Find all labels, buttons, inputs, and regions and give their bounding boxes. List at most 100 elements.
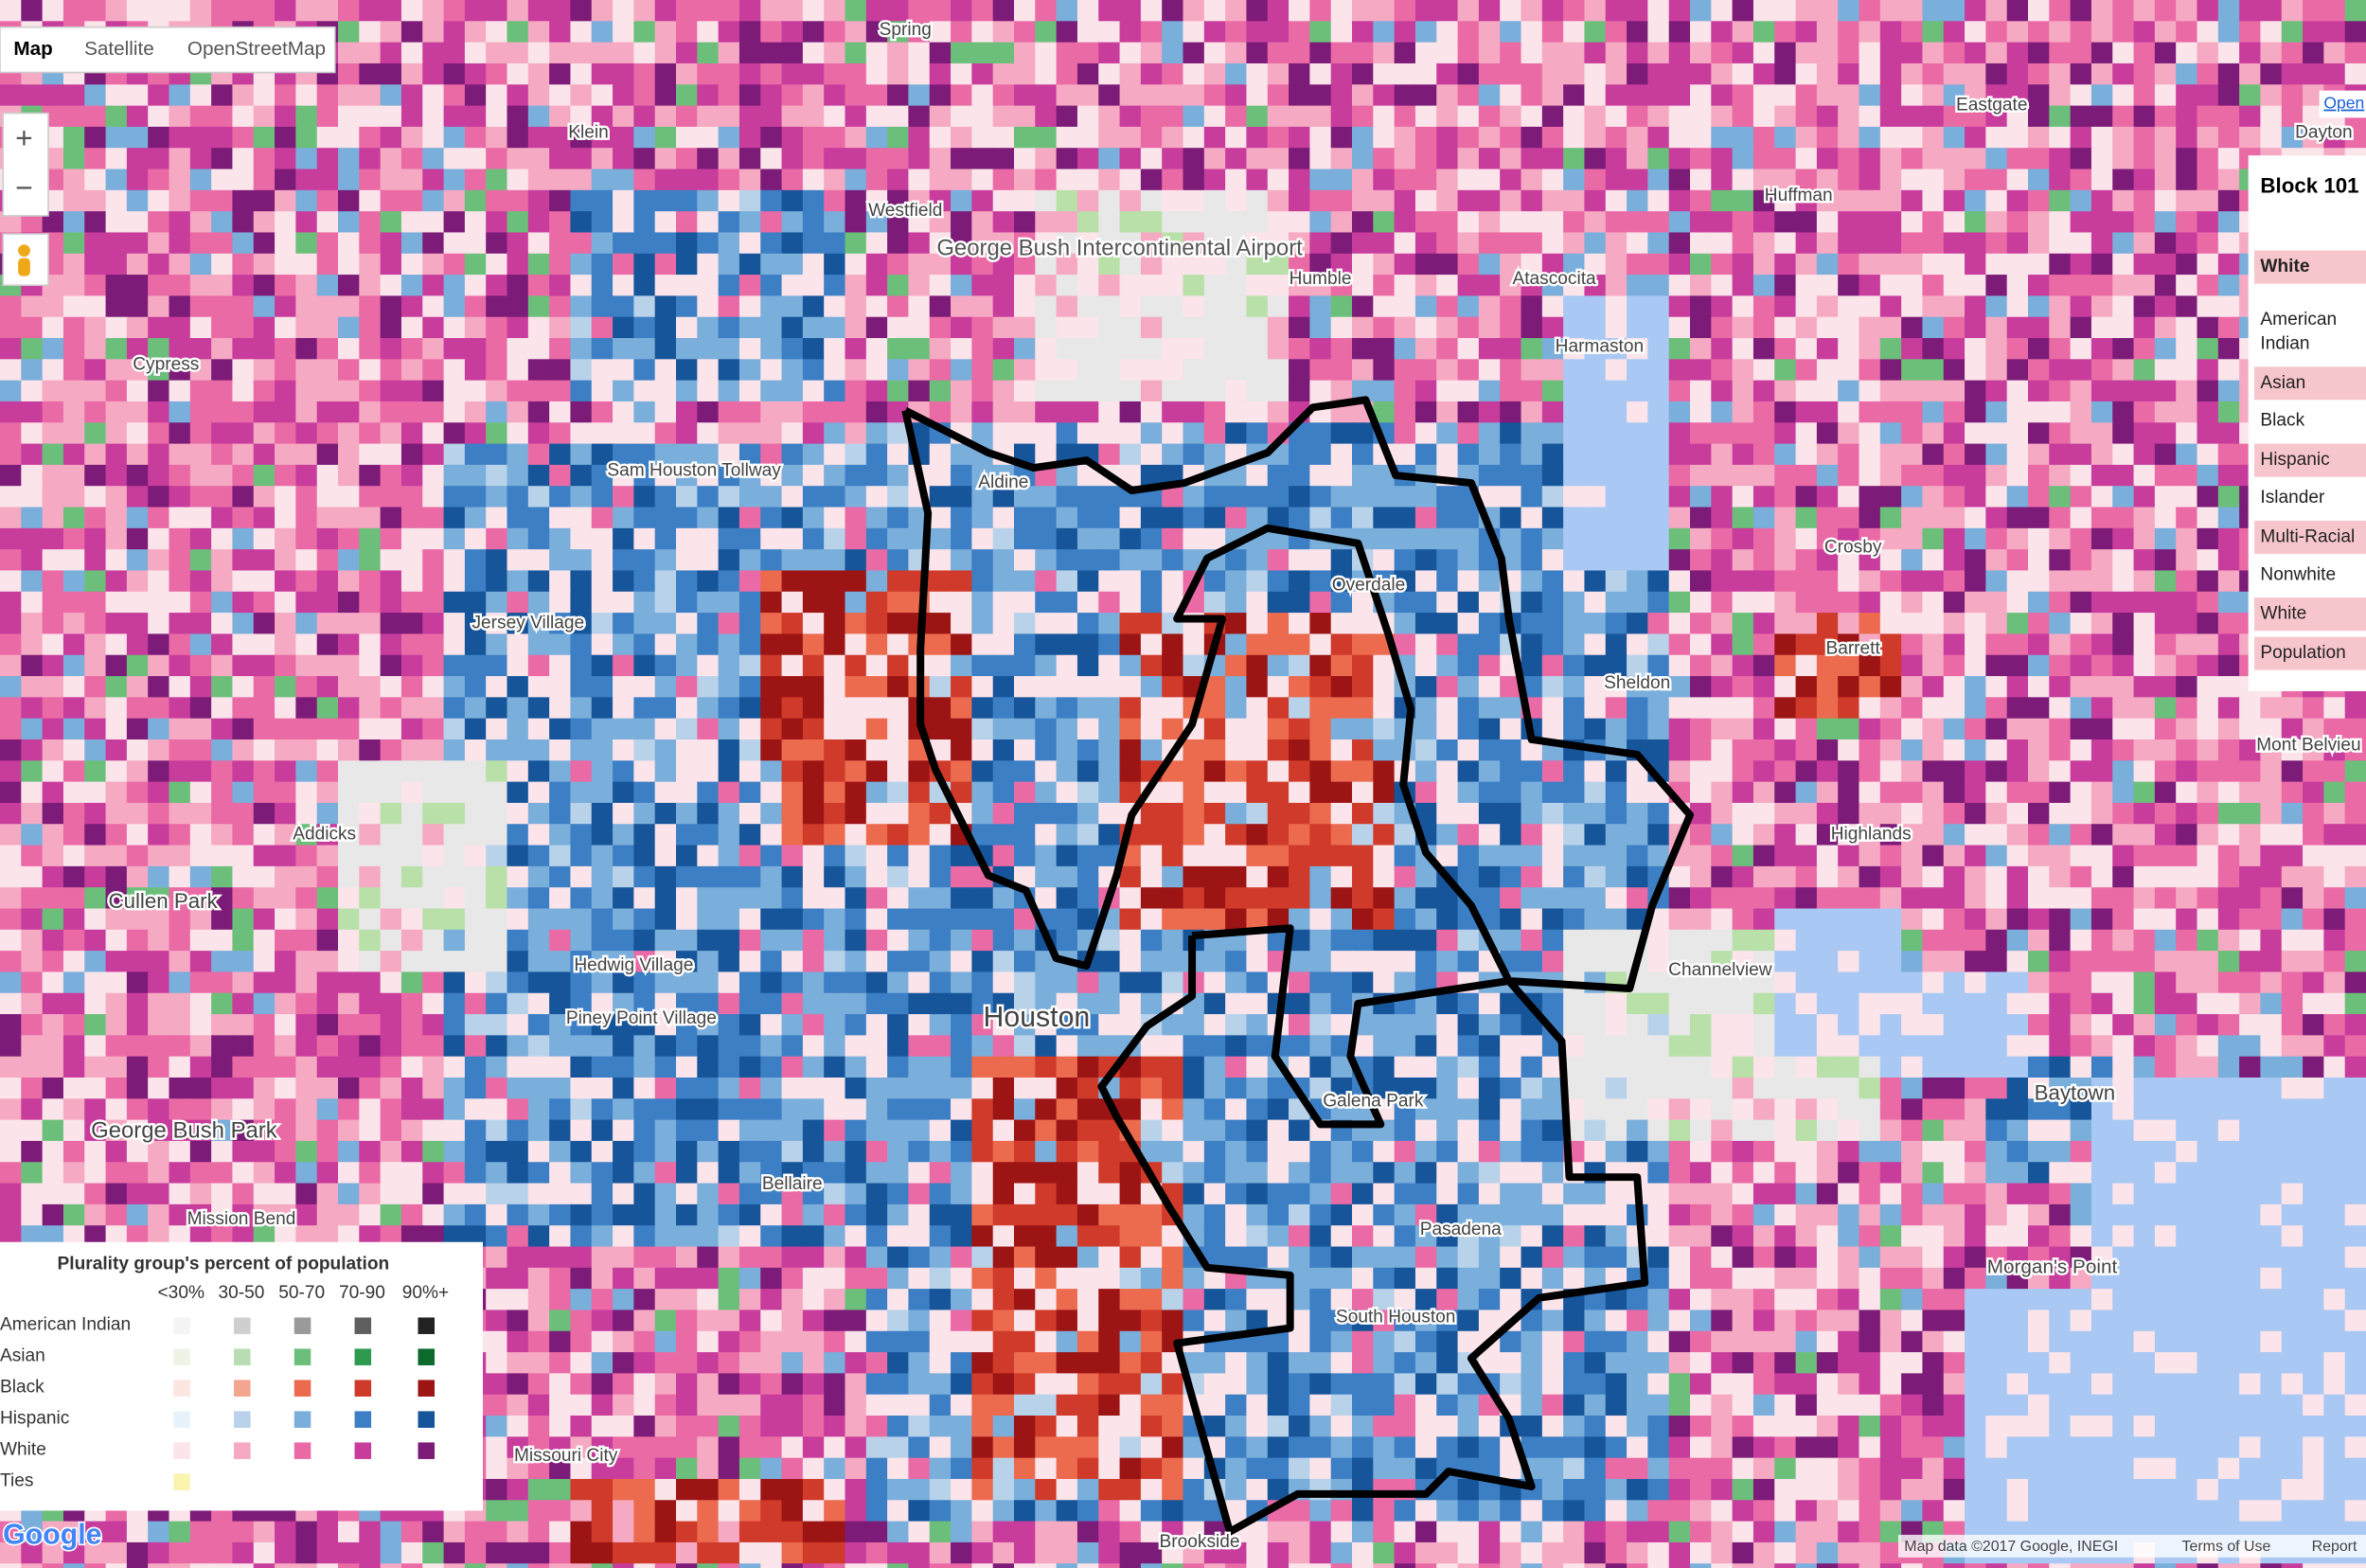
map-tile <box>1436 760 1459 783</box>
map-tile <box>169 295 191 318</box>
map-tile <box>507 865 529 888</box>
map-tile <box>2090 21 2114 44</box>
map-tile <box>718 189 740 212</box>
map-tile <box>1098 760 1121 783</box>
map-tile <box>951 316 973 339</box>
map-tile <box>2049 845 2072 867</box>
map-tile <box>2303 126 2325 149</box>
map-tile <box>42 486 64 508</box>
map-tile <box>1838 42 1860 64</box>
map-tile <box>697 929 720 952</box>
map-tile <box>781 760 804 783</box>
map-tile <box>422 633 445 656</box>
map-tile <box>2006 464 2029 488</box>
map-tile <box>1943 697 1966 720</box>
map-tile <box>1140 929 1163 952</box>
map-tile <box>1668 253 1691 276</box>
map-tile <box>1500 62 1522 86</box>
map-tile <box>1056 295 1078 318</box>
map-tile <box>1627 148 1649 170</box>
map-tile <box>802 802 825 826</box>
map-tile <box>1711 781 1734 804</box>
map-tile <box>760 845 783 867</box>
map-tile <box>1330 42 1353 64</box>
map-tile <box>1035 781 1058 804</box>
map-tile <box>1076 613 1100 635</box>
map-tile <box>148 232 170 255</box>
map-tile <box>189 189 212 212</box>
map-tile <box>338 84 361 107</box>
map-tile <box>992 527 1015 550</box>
map-tile <box>1309 760 1332 783</box>
map-tile <box>1521 507 1543 529</box>
map-tile <box>105 464 128 488</box>
map-tile <box>992 697 1015 720</box>
map-tile <box>887 211 910 234</box>
map-tile <box>486 654 508 677</box>
map-tile <box>2070 845 2092 867</box>
map-tile <box>1035 654 1058 677</box>
map-tile <box>1541 802 1564 826</box>
map-tile <box>1965 62 1987 86</box>
map-tile <box>2323 697 2346 720</box>
map-tile <box>1879 613 1902 635</box>
map-tile <box>189 126 212 149</box>
map-tile <box>105 929 128 952</box>
map-tile <box>2070 84 2092 107</box>
map-tile <box>422 802 445 826</box>
map-tile <box>2070 211 2092 234</box>
map-tile <box>527 887 550 910</box>
map-tile <box>2090 718 2114 740</box>
map-tile <box>1584 676 1607 699</box>
map-tile <box>0 570 23 593</box>
map-tile <box>1541 275 1564 297</box>
map-tile <box>654 62 677 86</box>
map-tile <box>507 189 529 212</box>
map-tile <box>2176 486 2198 508</box>
map-tile <box>929 295 952 318</box>
map-tile <box>2176 401 2198 424</box>
map-tile <box>1436 84 1459 107</box>
map-tile <box>1394 42 1416 64</box>
map-tile <box>1330 613 1353 635</box>
map-tile <box>2133 760 2156 783</box>
map-tile <box>148 253 170 276</box>
map-tile <box>1690 338 1713 361</box>
map-tile <box>1901 21 1924 44</box>
map-tile <box>1711 464 1734 488</box>
map-tile <box>62 887 86 910</box>
map-tile <box>591 591 614 614</box>
map-tile <box>549 654 572 677</box>
map-tile <box>1690 887 1713 910</box>
map-tile <box>1943 591 1966 614</box>
map-tile <box>2217 359 2240 382</box>
map-tile <box>1309 845 1332 867</box>
map-tile <box>1183 760 1205 783</box>
map-tile <box>1352 464 1375 488</box>
map-tile <box>1035 316 1058 339</box>
map-tile <box>2090 253 2114 276</box>
map-tile <box>929 929 952 952</box>
map-tile <box>1879 253 1902 276</box>
map-tile <box>908 316 931 339</box>
map-tile <box>338 908 361 931</box>
map-tile <box>400 845 424 867</box>
map-tile <box>1627 802 1649 826</box>
map-tile <box>1373 21 1396 44</box>
map-tile <box>1732 126 1754 149</box>
map-tile <box>654 232 677 255</box>
map-tile <box>2197 865 2219 888</box>
map-tile <box>1478 591 1501 614</box>
map-tile <box>527 253 550 276</box>
map-tile <box>1414 189 1438 212</box>
map-tile <box>2090 697 2114 720</box>
map-tile <box>2239 845 2262 867</box>
map-tile <box>824 908 846 931</box>
map-tile <box>2090 654 2114 677</box>
map-tile <box>2070 633 2092 656</box>
map-tile <box>84 676 107 699</box>
map-tile <box>21 570 44 593</box>
map-tile <box>316 824 339 846</box>
map-tile <box>486 380 508 402</box>
map-tile <box>62 316 86 339</box>
